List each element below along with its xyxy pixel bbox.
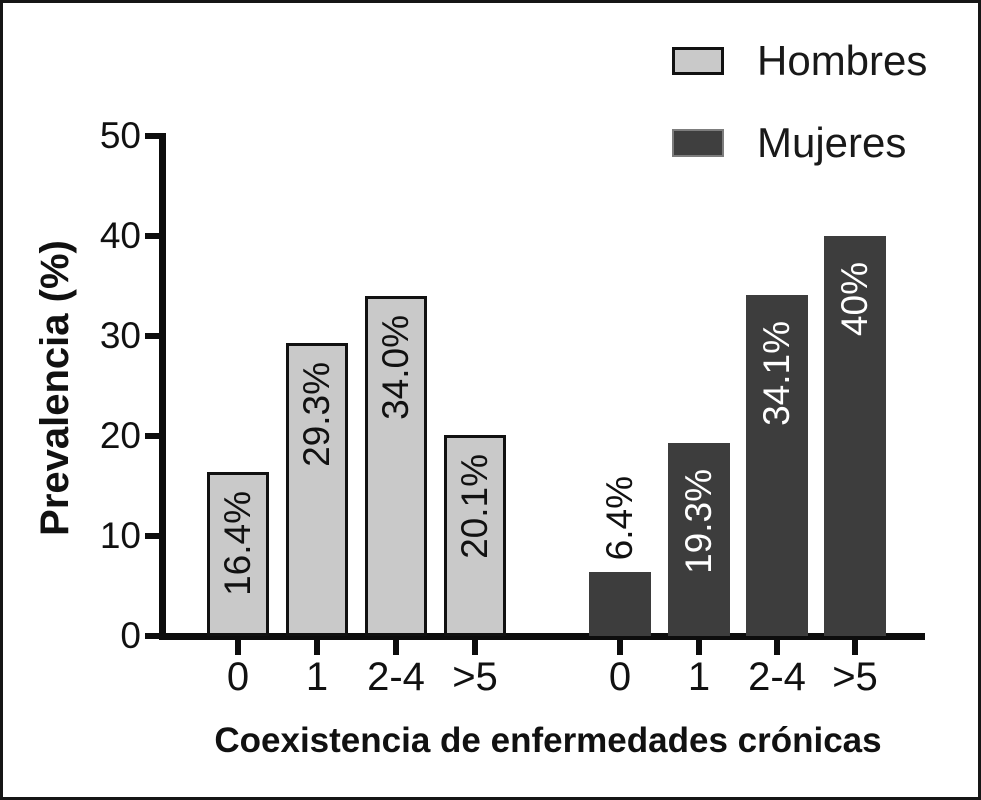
x-tick-0-3 xyxy=(472,640,478,655)
x-axis-line xyxy=(159,633,925,640)
bar-hombres-1: 29.3% xyxy=(286,343,348,636)
bar-mujeres->5: 40% xyxy=(824,236,886,636)
bar-label-hombres-1: 29.3% xyxy=(296,362,337,467)
hombres-swatch xyxy=(672,47,724,75)
y-tick-label-50: 50 xyxy=(99,115,141,156)
y-tick-label-30: 30 xyxy=(99,315,141,356)
x-tick-label-0-1: 1 xyxy=(305,655,329,699)
chart-area: Prevalencia (%) 0 10 20 30 40 50 0 1 2-4 >5 0 1 2-4 >… xyxy=(3,3,978,797)
x-tick-label-1-0: 0 xyxy=(608,655,632,699)
bar-mujeres-0 xyxy=(589,572,651,636)
x-tick-0-2 xyxy=(393,640,399,655)
x-tick-1-1 xyxy=(696,640,702,655)
bar-label-hombres-0: 16.4% xyxy=(217,491,258,596)
bar-label-mujeres-0: 6.4% xyxy=(599,475,640,560)
y-tick-40 xyxy=(145,233,159,239)
legend-item-mujeres: Mujeres xyxy=(672,121,927,165)
x-tick-label-0-2: 2-4 xyxy=(367,655,425,699)
bar-label-mujeres-1: 19.3% xyxy=(678,469,719,574)
legend: Hombres Mujeres xyxy=(672,39,927,203)
y-tick-0 xyxy=(145,633,159,639)
x-tick-1-2 xyxy=(774,640,780,655)
x-tick-1-3 xyxy=(852,640,858,655)
y-tick-label-20: 20 xyxy=(99,415,141,456)
mujeres-swatch xyxy=(672,129,724,157)
y-tick-label-10: 10 xyxy=(99,515,141,556)
bar-mujeres-1: 19.3% xyxy=(668,443,730,636)
x-tick-0-0 xyxy=(235,640,241,655)
y-tick-label-0: 0 xyxy=(120,615,141,656)
x-tick-label-1-3: >5 xyxy=(832,655,878,699)
x-tick-1-0 xyxy=(617,640,623,655)
x-tick-label-0-3: >5 xyxy=(452,655,498,699)
x-tick-label-1-1: 1 xyxy=(687,655,711,699)
x-tick-label-1-2: 2-4 xyxy=(748,655,806,699)
bar-label-hombres->5: 20.1% xyxy=(454,454,495,559)
y-tick-50 xyxy=(145,133,159,139)
x-axis-title: Coexistencia de enfermedades crónicas xyxy=(214,721,882,760)
x-tick-label-0-0: 0 xyxy=(226,655,250,699)
y-tick-20 xyxy=(145,433,159,439)
legend-label-hombres: Hombres xyxy=(757,37,928,84)
bar-hombres-0: 16.4% xyxy=(207,472,269,636)
legend-item-hombres: Hombres xyxy=(672,39,927,83)
bar-label-mujeres->5: 40% xyxy=(834,262,875,337)
x-tick-0-1 xyxy=(314,640,320,655)
bar-mujeres-2-4: 34.1% xyxy=(746,295,808,636)
bar-label-wrap-mujeres-0: 6.4% xyxy=(589,476,651,560)
y-tick-10 xyxy=(145,533,159,539)
y-tick-label-40: 40 xyxy=(99,215,141,256)
bar-hombres->5: 20.1% xyxy=(444,435,506,636)
bar-hombres-2-4: 34.0% xyxy=(365,296,427,636)
legend-label-mujeres: Mujeres xyxy=(757,119,907,166)
bar-label-hombres-2-4: 34.0% xyxy=(375,315,416,420)
bar-label-mujeres-2-4: 34.1% xyxy=(756,321,797,426)
y-tick-30 xyxy=(145,333,159,339)
y-axis-line xyxy=(159,133,166,640)
